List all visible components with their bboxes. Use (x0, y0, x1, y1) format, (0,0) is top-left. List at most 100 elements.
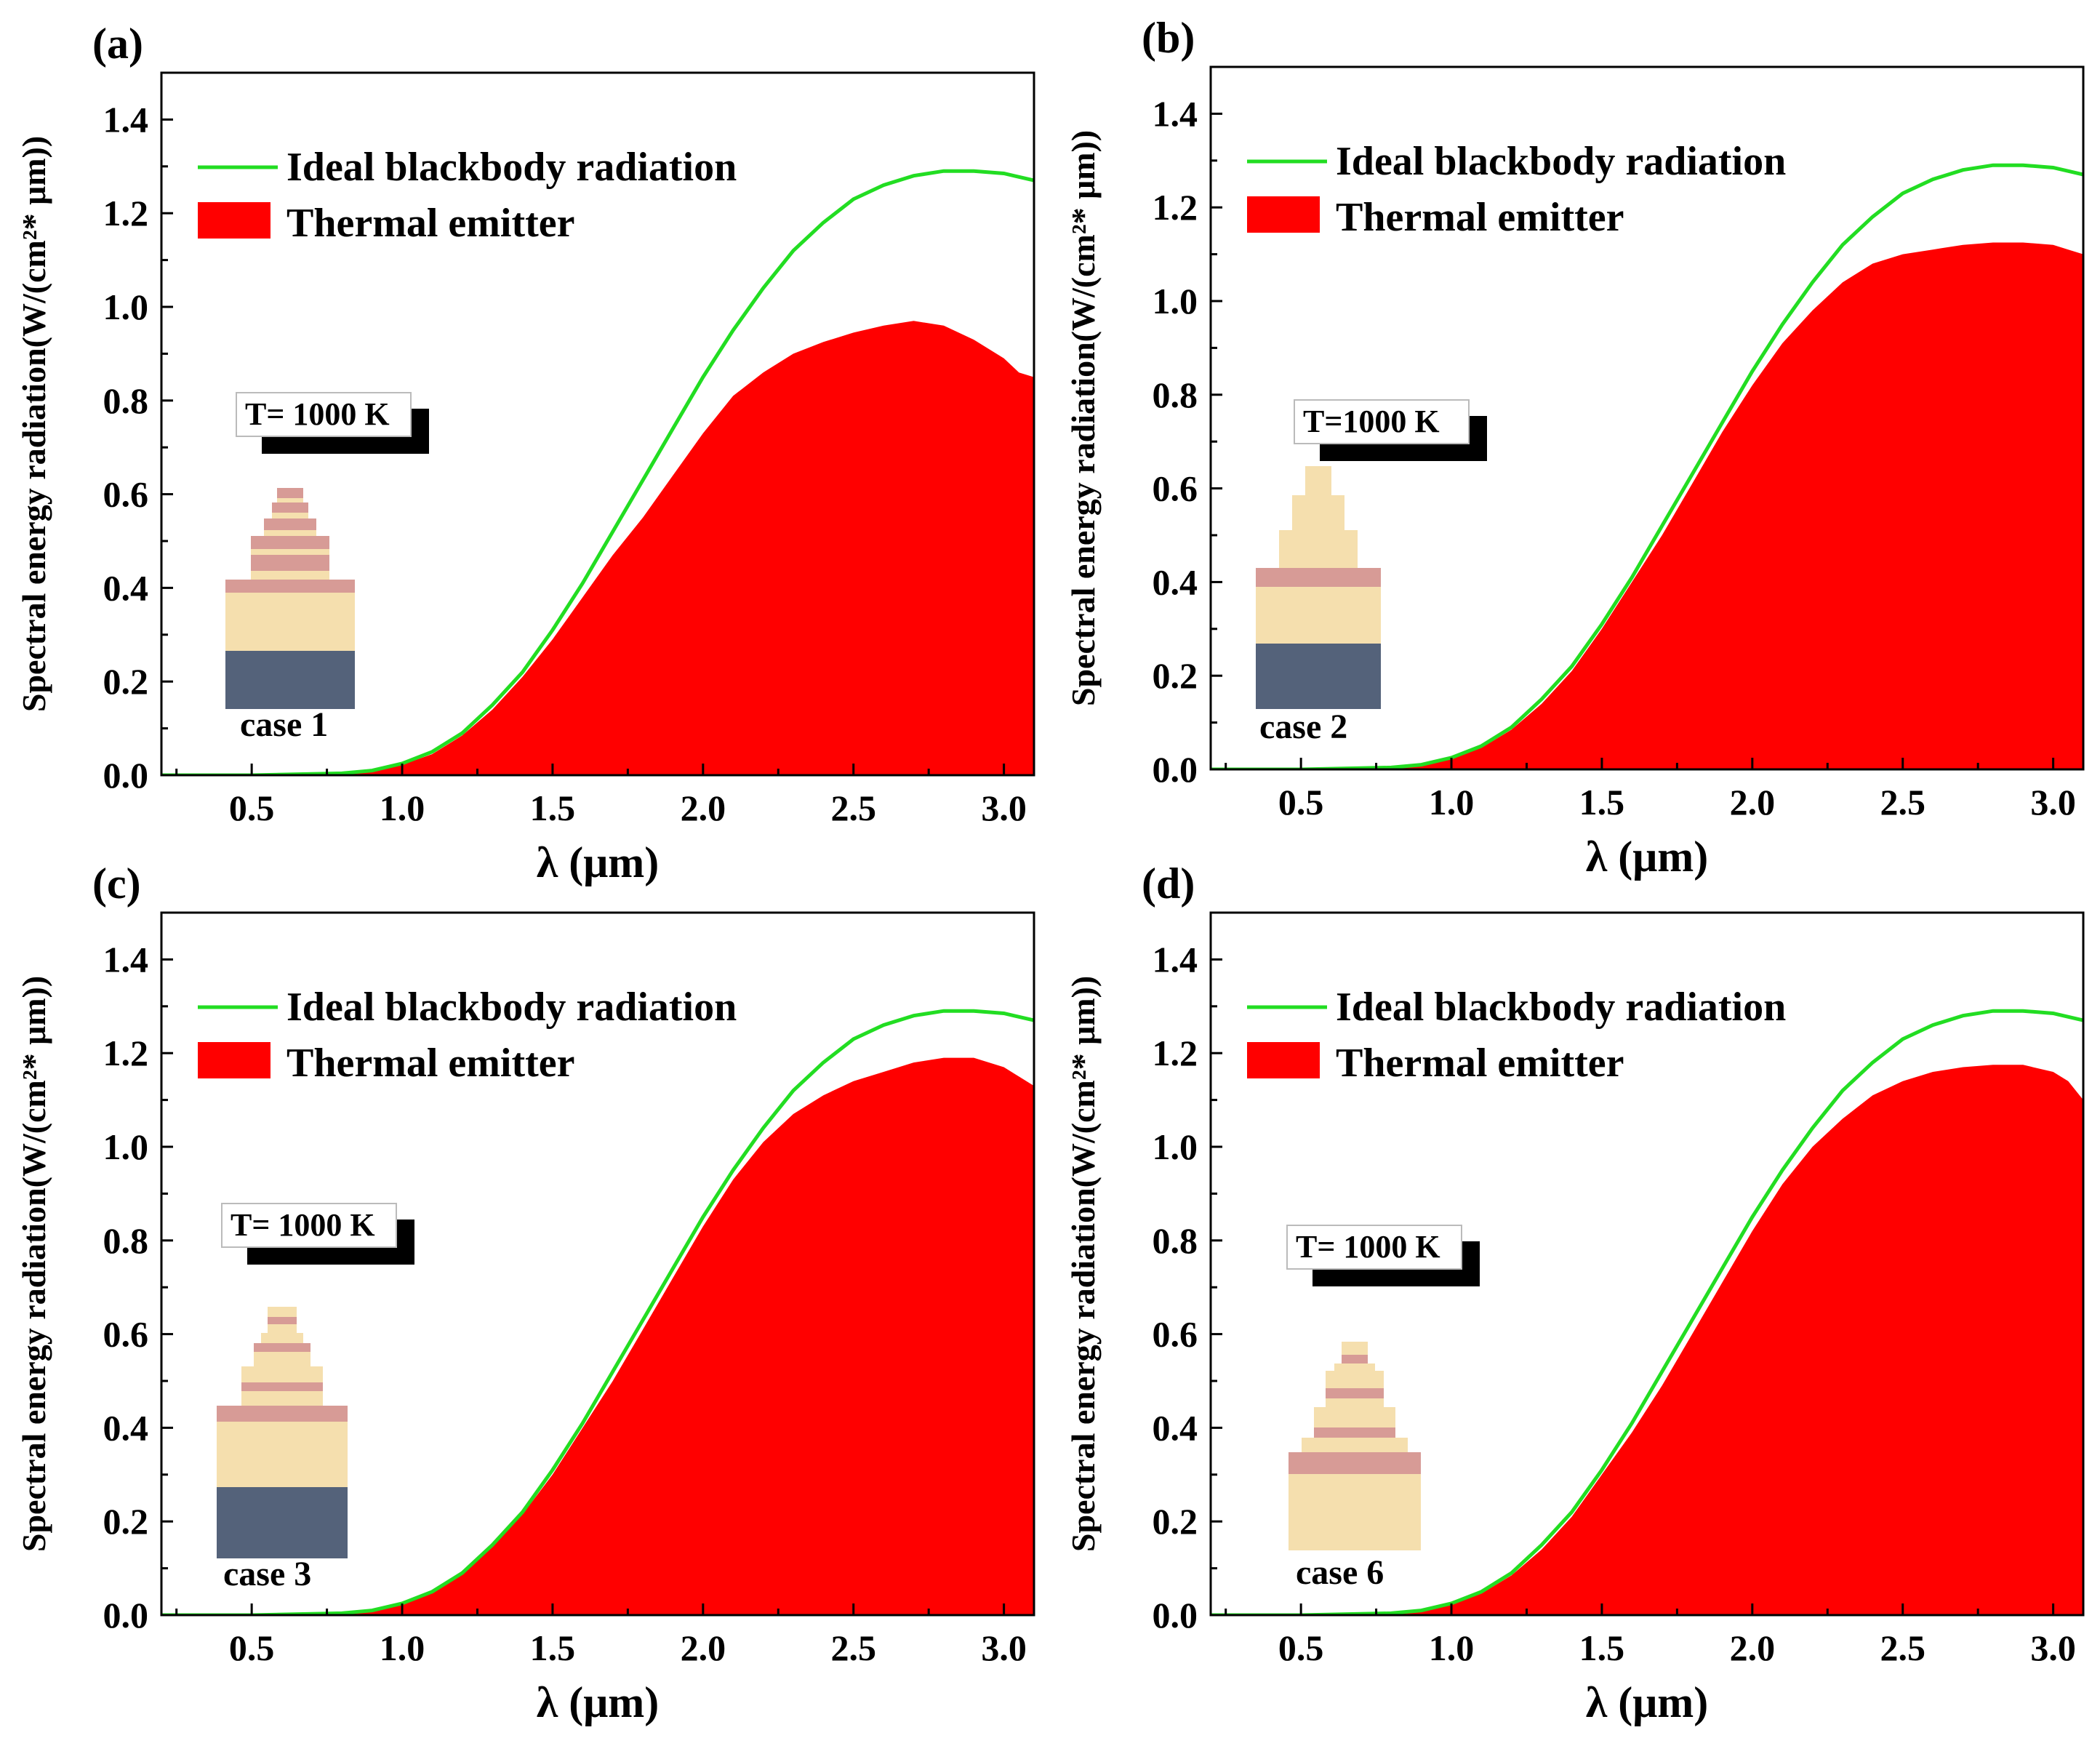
case-label: case 2 (1259, 708, 1347, 746)
x-tick-label: 0.5 (1278, 1627, 1324, 1668)
thermal-emitter-area (161, 1057, 1034, 1615)
temp-box (1294, 399, 1470, 444)
y-tick-label: 0.2 (1153, 1501, 1198, 1542)
layer-dielectric (217, 1422, 348, 1487)
legend-emitter-swatch (1247, 1042, 1320, 1078)
x-tick-label: 2.5 (1880, 782, 1925, 822)
structure-inset (1289, 1342, 1421, 1550)
plot-area (161, 1009, 1034, 1615)
layer-metal-layer (1289, 1452, 1421, 1474)
panel-a: 0.5 1.0 1.5 2.0 2.5 3.0 0.0 0.2 0.4 0.6 0.8 1.0 1.2 1… (15, 20, 1035, 886)
panel-d: 0.5 1.0 1.5 2.0 2.5 3.0 0.0 0.2 0.4 0.6 0.8 1.0 1.2 1… (1065, 860, 2085, 1726)
y-tick-label: 0.8 (1153, 375, 1198, 415)
layer-dielectric (241, 1366, 323, 1382)
y-tick-label: 0.0 (103, 755, 149, 796)
case-label: case 3 (223, 1555, 311, 1593)
layer-dielectric (1326, 1398, 1384, 1407)
legend-emitter-swatch (198, 202, 270, 239)
layer-dielectric (225, 593, 355, 651)
layer-metal-layer (277, 488, 303, 498)
layer-dielectric (1314, 1407, 1395, 1427)
y-tick-label: 0.6 (1153, 468, 1198, 509)
y-tick-label: 0.4 (1153, 561, 1198, 602)
layer-substrate (225, 651, 355, 709)
plot-frame (1209, 65, 2085, 771)
plot-area (1211, 163, 2083, 769)
structure-inset (217, 1307, 348, 1558)
layer-dielectric (268, 1324, 297, 1333)
plot-area (1211, 1009, 2083, 1615)
y-tick-label: 0.0 (1153, 749, 1198, 790)
y-tick-label: 0.4 (103, 567, 149, 608)
legend-blackbody-label: Ideal blackbody radiation (1336, 139, 1786, 184)
y-tick-label: 0.8 (103, 1220, 149, 1261)
y-tick-label: 0.2 (103, 661, 149, 702)
x-tick-label: 2.0 (681, 788, 726, 828)
blackbody-line (1211, 1009, 2083, 1615)
temp-box (1286, 1225, 1462, 1270)
y-tick-label: 0.6 (103, 1314, 149, 1355)
layer-metal-layer (217, 1406, 348, 1422)
structure-inset (225, 488, 355, 709)
x-tick-label: 2.5 (830, 1627, 876, 1668)
x-tick-label: 2.0 (1730, 1627, 1776, 1668)
layer-dielectric (1292, 495, 1344, 530)
layer-substrate (1256, 644, 1381, 709)
layer-metal-layer (1314, 1427, 1395, 1438)
y-axis-title: Spectral energy radiation(W/(cm²* μm)) (1065, 976, 1102, 1552)
layer-dielectric (1256, 587, 1381, 644)
y-axis-title: Spectral energy radiation(W/(cm²* μm)) (15, 136, 52, 712)
layer-metal-layer (264, 518, 316, 530)
layer-dielectric (1342, 1342, 1368, 1355)
y-tick-label: 1.2 (103, 1033, 149, 1073)
x-tick-label: 3.0 (2030, 782, 2076, 822)
layer-substrate (217, 1487, 348, 1558)
x-tick-label: 3.0 (981, 788, 1027, 828)
x-tick-label: 0.5 (1278, 782, 1324, 822)
layer-dielectric (277, 498, 303, 502)
panel-label: (b) (1142, 14, 1195, 62)
y-tick-label: 0.6 (103, 474, 149, 515)
legend-emitter-label: Thermal emitter (1336, 1041, 1624, 1086)
x-tick-label: 2.0 (1730, 782, 1776, 822)
layer-dielectric (1289, 1474, 1421, 1550)
y-tick-label: 1.2 (1153, 187, 1198, 228)
layer-metal-layer (268, 1317, 297, 1324)
thermal-emitter-area (1211, 1065, 2083, 1615)
x-tick-label: 3.0 (981, 1627, 1027, 1668)
temperature-label: T= 1000 K (245, 396, 390, 432)
structure-inset (1256, 466, 1381, 709)
y-tick-label: 1.4 (103, 939, 149, 980)
thermal-emitter-area (161, 321, 1034, 775)
layer-metal-layer (1342, 1355, 1368, 1363)
y-tick-label: 1.2 (1153, 1033, 1198, 1073)
y-tick-label: 1.4 (1153, 93, 1198, 134)
y-tick-label: 1.0 (103, 287, 149, 327)
layer-metal-layer (254, 1343, 310, 1352)
x-tick-label: 1.5 (1579, 782, 1625, 822)
y-tick-label: 1.0 (103, 1126, 149, 1167)
layer-metal-layer (272, 502, 308, 513)
layer-metal-layer (251, 555, 329, 571)
x-axis-title: λ (μm) (537, 1678, 659, 1726)
y-tick-label: 0.8 (103, 380, 149, 421)
layer-dielectric (261, 1333, 303, 1343)
y-tick-label: 0.2 (1153, 655, 1198, 696)
y-axis-title: Spectral energy radiation(W/(cm²* μm)) (1065, 130, 1102, 706)
x-tick-label: 2.5 (830, 788, 876, 828)
temp-box (221, 1203, 397, 1248)
case-label: case 6 (1296, 1553, 1384, 1592)
legend-blackbody-label: Ideal blackbody radiation (286, 145, 737, 190)
panel-label: (a) (92, 20, 143, 68)
legend-emitter-swatch (1247, 196, 1320, 233)
x-axis-title: λ (μm) (1586, 833, 1708, 881)
blackbody-line (161, 1009, 1034, 1615)
x-tick-label: 1.5 (530, 788, 576, 828)
y-tick-label: 0.4 (103, 1407, 149, 1448)
legend-blackbody-label: Ideal blackbody radiation (286, 985, 737, 1030)
x-tick-label: 2.0 (681, 1627, 726, 1668)
temperature-label: T=1000 K (1303, 404, 1440, 439)
x-tick-label: 1.5 (530, 1627, 576, 1668)
layer-dielectric (1334, 1363, 1375, 1371)
